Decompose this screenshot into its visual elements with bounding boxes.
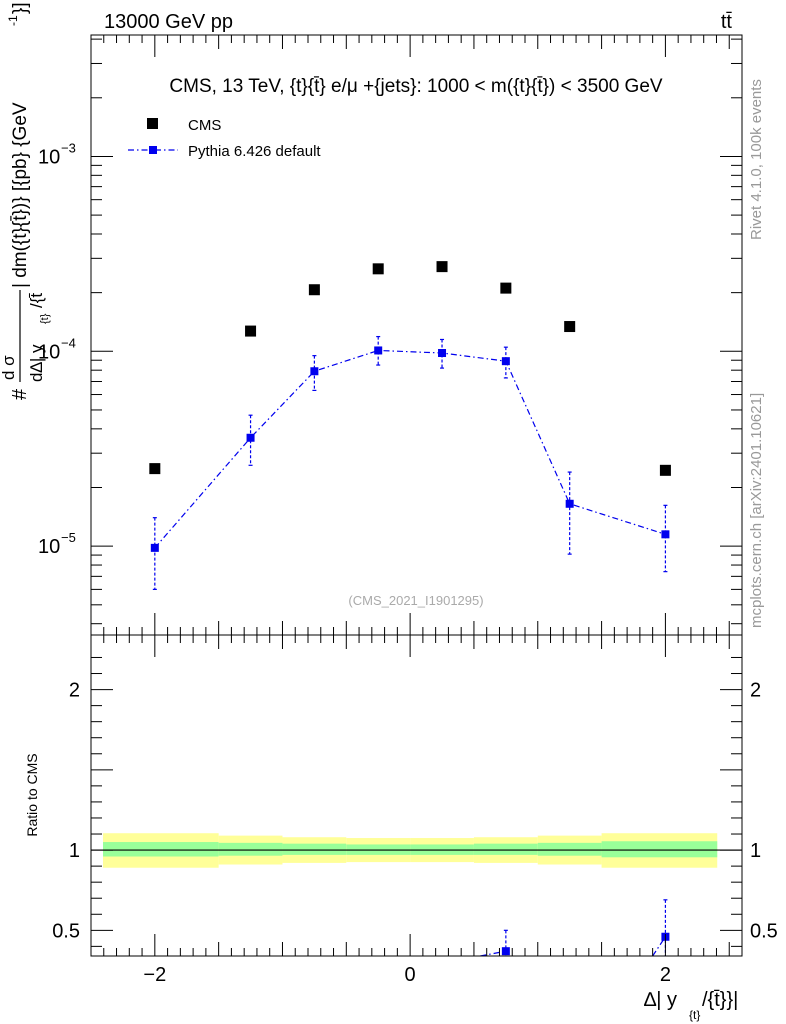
x-tick-label: 0 bbox=[405, 964, 416, 986]
ratio-y-tick-label-left: 1 bbox=[69, 840, 80, 862]
ratio-band-inner bbox=[282, 843, 347, 855]
legend-cms-label: CMS bbox=[188, 117, 221, 134]
energy-label: 13000 GeV pp bbox=[104, 11, 233, 33]
legend: CMS Pythia 6.426 default bbox=[128, 117, 321, 160]
cms-point bbox=[564, 321, 576, 333]
y-tick-label-exponent: −3 bbox=[61, 140, 76, 155]
ratio-y-axis-label: Ratio to CMS bbox=[24, 753, 40, 836]
ratio-y-tick-label-left: 0.5 bbox=[52, 920, 80, 942]
ratio-band-inner bbox=[537, 842, 602, 856]
ratio-axis-ticks: −2 0 2 2 2 1 1 0.5 0.5 bbox=[52, 635, 778, 986]
x-axis-label: ∆| y {t} /{t̄}}| bbox=[644, 989, 738, 1022]
pythia-point bbox=[310, 367, 319, 376]
pythia-point bbox=[246, 433, 255, 442]
y-label-close: }] bbox=[10, 2, 31, 14]
y-label-units: | dm({t}{t̄})} [{pb} {GeV bbox=[10, 102, 31, 288]
chart-title: CMS, 13 TeV, {t}{t̄} e/μ +{jets}: 1000 <… bbox=[169, 76, 662, 97]
main-series-layer bbox=[149, 261, 671, 590]
y-label-denominator-tail: /{t̄ bbox=[27, 292, 46, 308]
pythia-series-line bbox=[154, 349, 666, 549]
cms-point bbox=[245, 325, 257, 337]
rivet-version-label: Rivet 4.1.0, 100k events bbox=[748, 79, 765, 240]
ratio-band-inner bbox=[103, 842, 219, 857]
ratio-frame bbox=[90, 634, 743, 957]
process-label: tt̄ bbox=[721, 11, 733, 33]
ratio-panel: −2 0 2 2 2 1 1 0.5 0.5 Ratio to CMS ∆| y {t} /{t… bbox=[24, 634, 778, 1022]
ratio-y-tick-label-left: 2 bbox=[69, 680, 80, 702]
main-axis-ticks: 10−310−410−5 bbox=[38, 35, 742, 635]
y-label-hash: # bbox=[9, 388, 31, 400]
ratio-series-line bbox=[480, 950, 506, 956]
cms-point bbox=[149, 463, 161, 475]
source-label: mcplots.cern.ch [arXiv:2401.10621] bbox=[748, 393, 765, 628]
pythia-point bbox=[565, 499, 574, 508]
x-tick-label: −2 bbox=[143, 964, 166, 986]
y-tick-label-exponent: −4 bbox=[61, 335, 76, 350]
y-tick-label: 10 −4 bbox=[38, 335, 76, 363]
x-label-tail: /{t̄}}| bbox=[702, 989, 738, 1011]
y-label-denominator: d∆| y bbox=[27, 344, 46, 382]
pythia-point bbox=[661, 530, 670, 539]
main-panel: 10−310−410−5 CMS, 13 TeV, {t}{t̄} e/μ +{… bbox=[0, 2, 743, 636]
ratio-series-layer bbox=[91, 833, 742, 956]
y-tick-label-exponent: −5 bbox=[61, 530, 76, 545]
y-label-numerator: d σ bbox=[0, 355, 18, 380]
y-tick-label: 10 −3 bbox=[38, 140, 76, 168]
y-tick-label-base: 10 bbox=[38, 146, 60, 168]
main-y-axis-label: # d σ d∆| y {t} /{t̄ | dm({t}{t̄})} [{pb… bbox=[0, 2, 51, 400]
x-label-subscript: {t} bbox=[689, 1008, 700, 1022]
pythia-point bbox=[501, 357, 510, 366]
legend-pythia-marker bbox=[149, 146, 157, 154]
cms-point bbox=[372, 263, 384, 275]
legend-cms-marker bbox=[147, 118, 158, 129]
ratio-y-tick-label-right: 1 bbox=[750, 840, 761, 862]
y-tick-label: 10 −5 bbox=[38, 530, 76, 558]
y-tick-label-base: 10 bbox=[38, 536, 60, 558]
pythia-point bbox=[438, 349, 447, 358]
cms-point bbox=[659, 464, 671, 476]
ratio-point bbox=[501, 947, 510, 956]
pythia-point bbox=[150, 543, 159, 552]
analysis-watermark: (CMS_2021_I1901295) bbox=[348, 593, 483, 608]
y-label-subscript: {t} bbox=[39, 313, 51, 324]
ratio-y-tick-label-right: 0.5 bbox=[750, 920, 778, 942]
ratio-band-inner bbox=[218, 842, 283, 856]
cms-point bbox=[436, 261, 448, 273]
y-label-exponent: -1 bbox=[6, 15, 20, 26]
y-tick-label-base: 10 bbox=[38, 341, 60, 363]
legend-pythia-label: Pythia 6.426 default bbox=[188, 143, 321, 160]
cms-point bbox=[500, 282, 512, 294]
ratio-band-inner bbox=[473, 843, 538, 855]
ratio-band-inner bbox=[601, 841, 718, 858]
pythia-point bbox=[374, 346, 383, 355]
ratio-y-tick-label-right: 2 bbox=[750, 680, 761, 702]
cms-point bbox=[308, 284, 320, 296]
x-tick-label: 2 bbox=[660, 964, 671, 986]
x-label-main: ∆| y bbox=[644, 989, 677, 1011]
